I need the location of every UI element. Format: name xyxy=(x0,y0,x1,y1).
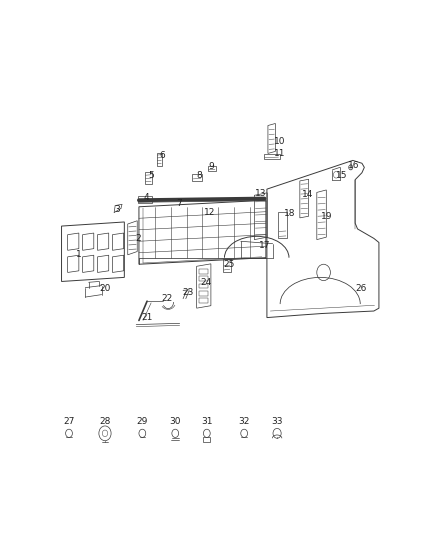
Text: 32: 32 xyxy=(238,417,250,426)
Text: 9: 9 xyxy=(208,162,215,171)
Text: 20: 20 xyxy=(99,285,111,293)
Text: 27: 27 xyxy=(64,417,75,426)
Text: 31: 31 xyxy=(201,417,212,426)
Text: 14: 14 xyxy=(302,190,313,199)
Text: 18: 18 xyxy=(284,209,295,218)
Text: 29: 29 xyxy=(137,417,148,426)
Text: 21: 21 xyxy=(141,313,153,322)
Text: 23: 23 xyxy=(182,288,194,297)
Text: 26: 26 xyxy=(355,285,367,293)
Text: 4: 4 xyxy=(144,193,149,202)
Text: 8: 8 xyxy=(196,171,202,180)
Text: 24: 24 xyxy=(200,278,212,287)
Text: 19: 19 xyxy=(321,212,333,221)
Text: 6: 6 xyxy=(160,150,166,159)
Text: 2: 2 xyxy=(135,234,141,243)
Text: 10: 10 xyxy=(274,136,285,146)
Text: 7: 7 xyxy=(176,199,181,208)
Text: 16: 16 xyxy=(348,161,360,170)
Text: 28: 28 xyxy=(99,417,111,426)
Text: 5: 5 xyxy=(148,171,154,180)
Text: 15: 15 xyxy=(336,171,347,180)
Text: 3: 3 xyxy=(115,205,120,214)
Text: 1: 1 xyxy=(76,251,81,259)
Text: 13: 13 xyxy=(255,189,267,198)
Text: 17: 17 xyxy=(259,241,270,250)
Text: 11: 11 xyxy=(274,149,285,158)
Text: 33: 33 xyxy=(271,417,283,426)
Text: 12: 12 xyxy=(204,208,215,217)
Text: 30: 30 xyxy=(170,417,181,426)
Text: 25: 25 xyxy=(223,260,234,269)
Text: 22: 22 xyxy=(162,294,173,303)
